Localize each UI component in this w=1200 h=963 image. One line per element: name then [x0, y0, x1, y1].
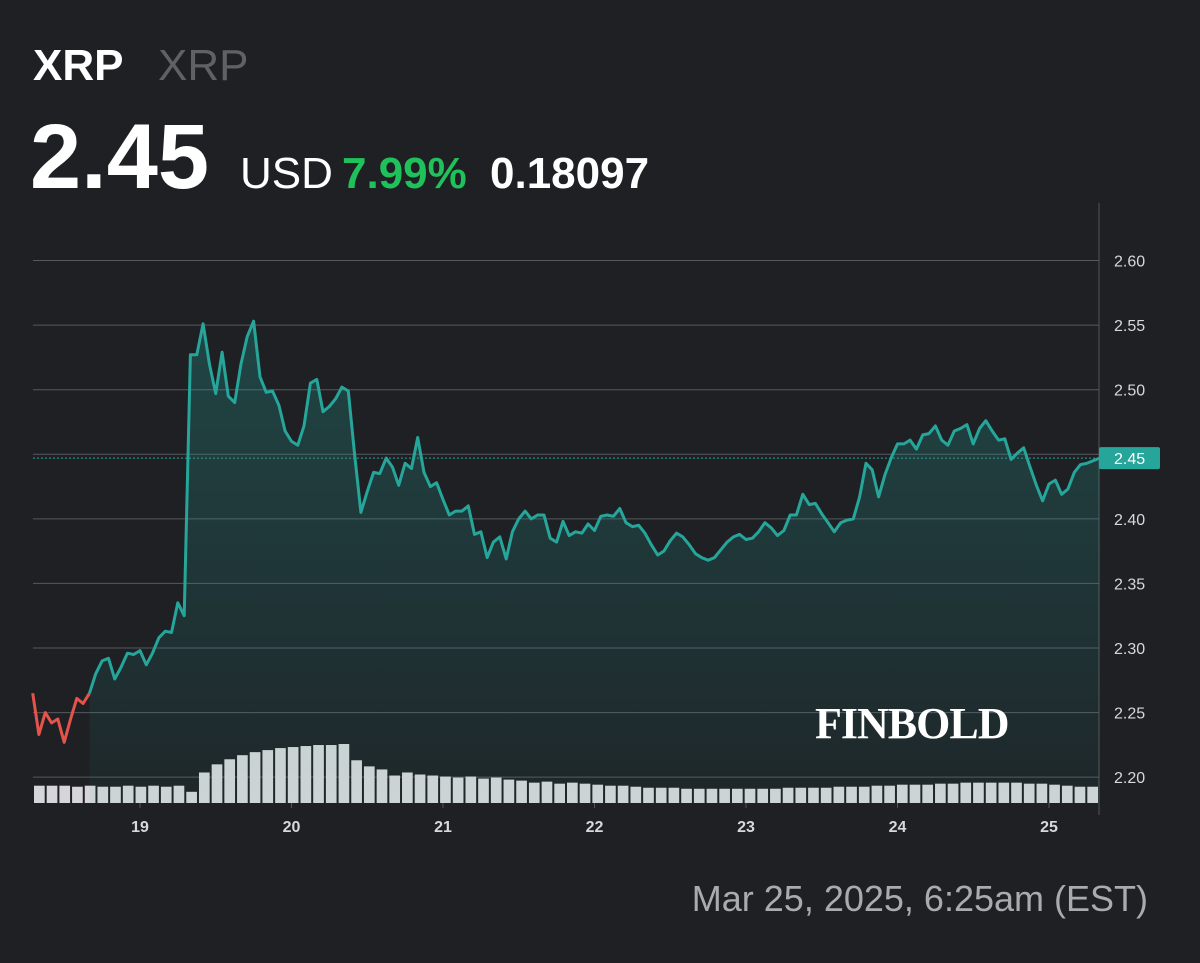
symbol: XRP	[33, 41, 123, 90]
watermark: FINBOLD	[815, 699, 1008, 748]
x-tick-label: 23	[737, 819, 755, 836]
y-tick-label: 2.50	[1114, 383, 1145, 400]
x-tick-label: 19	[131, 819, 149, 836]
plot-area: 2.20 2.25 2.30 2.35 2.40 2.45 2.50 2.55 2.60 19 20…	[31, 203, 1160, 836]
change: 0.18097	[490, 149, 649, 198]
timestamp: Mar 25, 2025, 6:25am (EST)	[692, 878, 1148, 919]
y-tick-label: 2.35	[1114, 576, 1145, 593]
price: 2.45	[30, 106, 209, 208]
y-tick-label: 2.30	[1114, 641, 1145, 658]
volume-bar	[34, 785, 45, 803]
volume-bar	[46, 785, 58, 803]
x-tick-label: 21	[434, 819, 452, 836]
change-percent: 7.99%	[342, 149, 467, 198]
asset-name: XRP	[158, 41, 248, 90]
price-line	[88, 319, 1101, 694]
x-tick-label: 24	[889, 819, 907, 836]
y-tick-label: 2.25	[1114, 706, 1145, 723]
x-tick-label: 22	[586, 819, 604, 836]
x-tick-label: 20	[283, 819, 301, 836]
y-tick-label: 2.60	[1114, 254, 1145, 271]
y-tick-label: 2.40	[1114, 512, 1145, 529]
y-tick-label: 2.20	[1114, 770, 1145, 787]
x-tick-label: 25	[1040, 819, 1058, 836]
area-fill	[89, 321, 1100, 803]
current-price-label: 2.45	[1114, 451, 1145, 468]
y-tick-label: 2.55	[1114, 318, 1145, 335]
volume-bar	[72, 786, 83, 803]
current-price-tag	[1099, 447, 1160, 470]
price-line	[31, 692, 91, 744]
currency: USD	[240, 149, 333, 198]
volume-bar	[59, 785, 71, 803]
